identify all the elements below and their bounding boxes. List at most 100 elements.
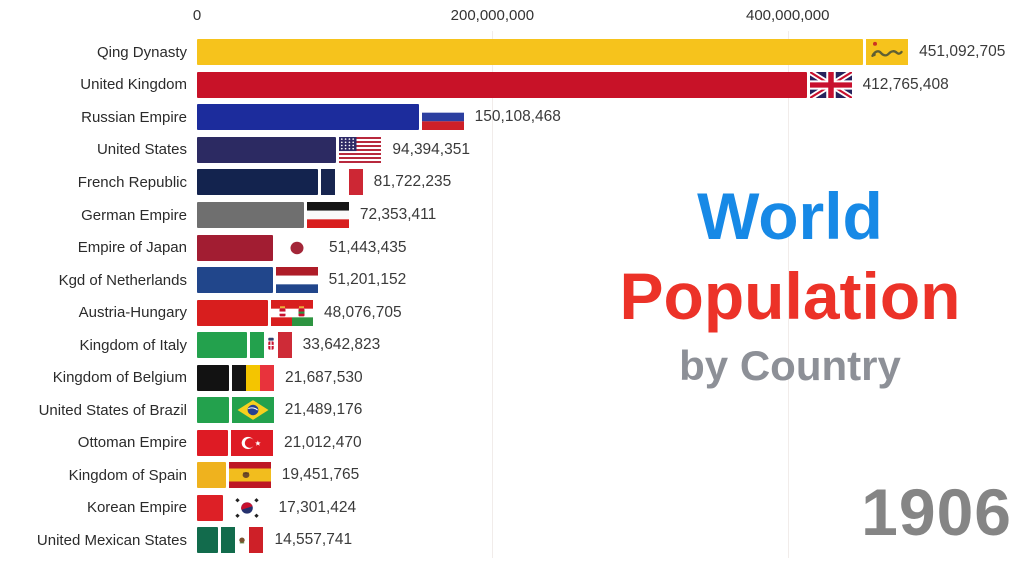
germany-flag-icon (307, 202, 349, 228)
bar-row: Empire of Japan 51,443,435 (0, 231, 1024, 264)
bar-row: Korean Empire 17,301,424 (0, 492, 1024, 525)
population-bar (197, 234, 273, 261)
year-label: 1906 (861, 475, 1012, 549)
bar-track: 94,394,351 (197, 136, 1024, 163)
population-bar (197, 267, 273, 294)
population-value: 51,443,435 (328, 238, 407, 256)
title-population: Population (619, 259, 961, 333)
bar-track: 81,722,235 (197, 169, 1024, 196)
axis-tick: 400,000,000 (745, 7, 830, 24)
bar-track: 19,451,765 (197, 462, 1024, 489)
population-value: 48,076,705 (323, 303, 402, 321)
japan-flag-icon (276, 235, 318, 261)
ottoman-flag-icon (231, 430, 273, 456)
korea-flag-icon (226, 495, 268, 521)
bar-track: 51,201,152 (197, 267, 1024, 294)
bar-track: 451,092,705 (197, 39, 1024, 66)
population-bar (197, 299, 268, 326)
bar-row: Ottoman Empire 21,012,470 (0, 427, 1024, 460)
population-bar (197, 202, 304, 228)
belgium-flag-icon (232, 365, 274, 391)
population-bar (197, 494, 223, 521)
country-label: Austria-Hungary (78, 304, 187, 322)
netherlands-flag-icon (276, 267, 318, 293)
bar-row: Kingdom of Spain 19,451,765 (0, 459, 1024, 492)
bar-row: Kingdom of Italy 33,642,823 (0, 329, 1024, 362)
population-value: 21,489,176 (284, 401, 363, 419)
gridlines (197, 31, 1024, 558)
bar-track: 14,557,741 (197, 527, 1024, 554)
austria-hungary-flag-icon (271, 300, 313, 326)
russia-flag-icon (422, 104, 464, 130)
country-label: Empire of Japan (77, 239, 187, 257)
bar-track: 72,353,411 (197, 202, 1024, 228)
axis-tick: 200,000,000 (450, 7, 535, 24)
bar-track: 51,443,435 (197, 234, 1024, 261)
population-bar (197, 169, 318, 196)
population-bar (197, 332, 247, 359)
bar-track: 17,301,424 (197, 494, 1024, 521)
country-label: United Kingdom (80, 76, 187, 94)
population-bar (197, 364, 230, 391)
bar-track: 412,765,408 (197, 71, 1024, 98)
population-value: 81,722,235 (373, 173, 452, 191)
population-value: 17,301,424 (278, 498, 357, 516)
bar-row: French Republic 81,722,235 (0, 166, 1024, 199)
bar-track: 21,687,530 (197, 364, 1024, 391)
axis-tick: 0 (192, 7, 202, 24)
title-by-country: by Country (679, 342, 901, 389)
population-value: 412,765,408 (862, 75, 949, 93)
country-label: Kingdom of Belgium (52, 369, 187, 387)
bar-row: German Empire 72,353,411 (0, 199, 1024, 232)
country-label: United States (96, 141, 187, 159)
bar-row: United States 94,394,351 (0, 134, 1024, 167)
population-bar (197, 136, 337, 163)
population-bar (197, 71, 807, 98)
country-label: Kingdom of Italy (79, 336, 187, 354)
population-bar (197, 462, 226, 489)
bar-track: 150,108,468 (197, 104, 1024, 131)
country-label: Korean Empire (86, 499, 187, 517)
bar-row: Kgd of Netherlands 51,201,152 (0, 264, 1024, 297)
country-label: United States of Brazil (38, 401, 187, 419)
usa-flag-icon (339, 137, 381, 163)
bar-track: 33,642,823 (197, 332, 1024, 359)
uk-flag-icon (810, 72, 852, 98)
population-value: 19,451,765 (281, 466, 360, 484)
country-label: United Mexican States (36, 531, 187, 549)
chart-title: World Population by Country (560, 178, 1020, 394)
x-axis: 0 200,000,000 400,000,000 (193, 0, 1024, 32)
population-value: 33,642,823 (302, 336, 381, 354)
country-label: Kgd of Netherlands (58, 271, 187, 289)
population-value: 94,394,351 (392, 140, 470, 158)
population-value: 51,201,152 (328, 271, 407, 289)
bar-row: Austria-Hungary 48,076,705 (0, 296, 1024, 329)
population-value: 21,012,470 (284, 433, 362, 451)
bar-track: 21,012,470 (197, 429, 1024, 456)
population-value: 150,108,468 (474, 108, 561, 126)
qing-flag-icon (866, 39, 908, 65)
country-label: Russian Empire (81, 108, 187, 126)
bar-track: 21,489,176 (197, 397, 1024, 424)
mexico-flag-icon (221, 527, 263, 553)
country-label: Kingdom of Spain (68, 466, 187, 484)
population-value: 21,687,530 (285, 368, 363, 386)
bar-track: 48,076,705 (197, 299, 1024, 326)
gridline (787, 31, 789, 558)
population-bar-chart: Qing Dynasty 451,092,705 United Kingdom … (0, 36, 1024, 557)
population-bar (197, 397, 229, 424)
gridline (492, 31, 494, 558)
bar-row: United Kingdom 412,765,408 (0, 69, 1024, 102)
bar-row: United Mexican States 14,557,741 (0, 524, 1024, 557)
country-label: Qing Dynasty (96, 43, 187, 61)
population-bar (197, 39, 864, 66)
france-flag-icon (321, 169, 363, 195)
bar-row: Qing Dynasty 451,092,705 (0, 36, 1024, 69)
title-world: World (697, 179, 883, 253)
italy-flag-icon (250, 332, 292, 358)
population-value: 451,092,705 (919, 43, 1006, 61)
brazil-flag-icon (232, 397, 274, 423)
country-label: German Empire (81, 206, 187, 224)
population-value: 72,353,411 (359, 206, 437, 223)
